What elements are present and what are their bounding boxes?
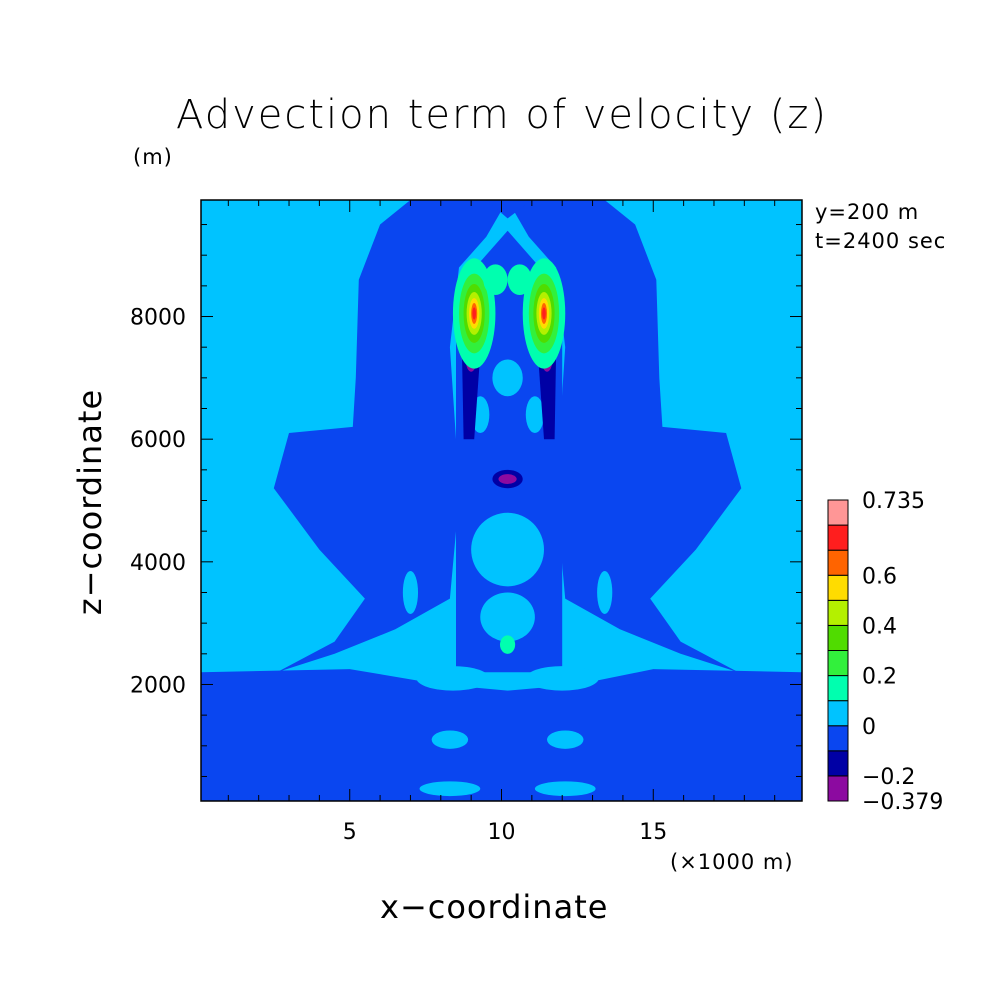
colorbar-band — [827, 650, 849, 677]
chart-title: Advection term of velocity (z) — [176, 92, 828, 138]
colorbar-band — [827, 524, 849, 551]
field-lower-patch-1 — [416, 666, 490, 691]
colorbar-band — [827, 574, 849, 601]
y-tick-label: 6000 — [130, 428, 186, 453]
colorbar-band — [827, 549, 849, 576]
field-side-island-1 — [402, 571, 419, 614]
colorbar-label: −0.2 — [862, 765, 915, 790]
colorbar-label: 0.2 — [862, 665, 897, 690]
x-axis-unit: (×1000 m) — [670, 850, 794, 874]
field-lower-patch-5 — [419, 781, 481, 797]
x-tick-label: 15 — [639, 820, 667, 845]
field-side-island-2 — [597, 571, 613, 614]
field-lower-band — [201, 669, 802, 801]
field-center-island-2 — [480, 592, 535, 642]
colorbar-label: 0.735 — [862, 489, 925, 514]
field-center-island-1 — [471, 512, 544, 587]
field-lower-patch-3 — [431, 730, 469, 749]
colorbar-band — [827, 624, 849, 652]
y-tick-label: 2000 — [130, 673, 186, 698]
field-lower-patch-2 — [525, 666, 599, 691]
colorbar-band — [827, 775, 849, 802]
field-center-island-5 — [492, 359, 523, 397]
colorbar-label: 0.6 — [862, 564, 897, 589]
colorbar-band — [827, 675, 849, 702]
field-small-positive — [499, 635, 516, 654]
annotation-y-position: y=200 m — [815, 200, 920, 224]
colorbar-label: 0.4 — [862, 614, 897, 639]
colorbar-band — [827, 599, 849, 626]
colorbar-label: 0 — [862, 715, 876, 740]
colorbar-band — [827, 750, 849, 777]
field-top-lobe — [486, 200, 532, 219]
y-tick-label: 8000 — [130, 306, 186, 331]
field-left-plume — [273, 200, 508, 673]
field-right-plume — [507, 200, 742, 673]
colorbar-band — [827, 725, 849, 752]
field-lower-patch-4 — [547, 730, 584, 749]
x-tick-label: 5 — [343, 820, 357, 845]
field-center-island-4 — [525, 396, 544, 434]
field-right-max-ring-6 — [542, 307, 546, 320]
field-left-upper-lobe — [483, 264, 508, 296]
x-axis-label: x−coordinate — [380, 888, 609, 926]
field-right-upper-lobe — [507, 264, 532, 296]
colorbar-label: −0.379 — [862, 790, 943, 815]
y-axis-unit: (m) — [133, 145, 173, 169]
annotation-time: t=2400 sec — [815, 229, 947, 253]
colorbar-band — [827, 700, 849, 727]
colorbar-band — [827, 499, 849, 526]
field-lower-patch-6 — [534, 781, 596, 797]
field-left-max-ring-6 — [472, 307, 477, 320]
y-tick-label: 4000 — [130, 551, 186, 576]
field-central-min-core — [498, 474, 517, 484]
x-tick-label: 10 — [488, 820, 516, 845]
